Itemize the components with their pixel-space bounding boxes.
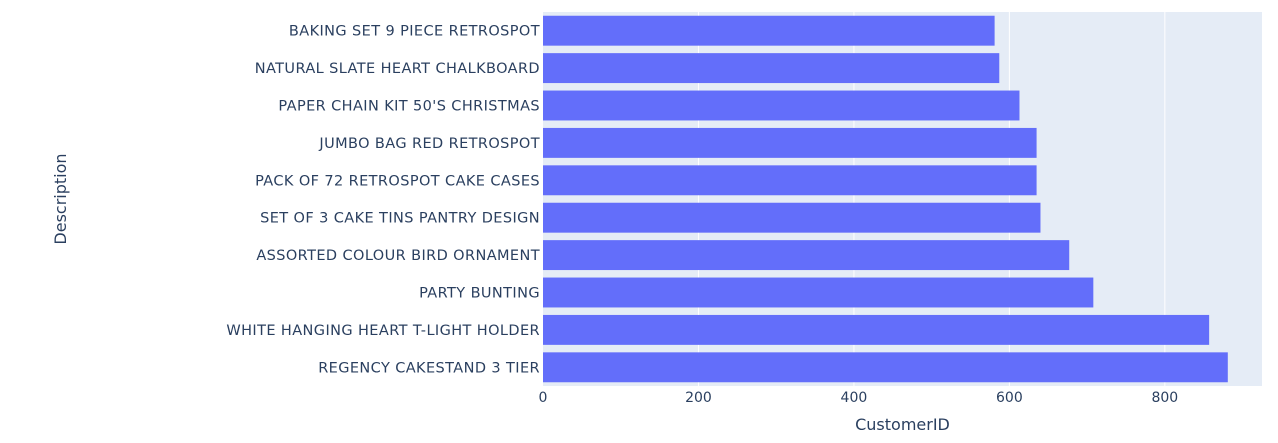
category-label: PACK OF 72 RETROSPOT CAKE CASES [255,173,540,189]
bar [543,314,1210,345]
x-tick-label: 0 [539,390,548,406]
category-label: PAPER CHAIN KIT 50'S CHRISTMAS [278,99,540,115]
x-tick-label: 600 [996,390,1023,406]
category-label: NATURAL SLATE HEART CHALKBOARD [255,61,540,77]
bar [543,165,1037,196]
category-label: SET OF 3 CAKE TINS PANTRY DESIGN [260,211,540,227]
bar [543,15,995,46]
bar [543,127,1037,158]
bars [543,15,1228,383]
category-label: BAKING SET 9 PIECE RETROSPOT [289,24,540,40]
x-tick-label: 200 [685,390,712,406]
bar [543,202,1041,233]
x-tick-label: 800 [1151,390,1178,406]
category-label: JUMBO BAG RED RETROSPOT [318,136,540,152]
bar [543,277,1094,308]
y-axis-title: Description [51,153,70,244]
x-tick-label: 400 [841,390,868,406]
category-label: REGENCY CAKESTAND 3 TIER [318,360,540,376]
bar [543,240,1070,271]
bar [543,90,1020,121]
category-labels: BAKING SET 9 PIECE RETROSPOT NATURAL SLAT… [226,24,540,377]
category-label: ASSORTED COLOUR BIRD ORNAMENT [256,248,540,264]
bar [543,352,1228,383]
x-tick-labels: 0 200 400 600 800 [539,390,1179,406]
x-axis-title: CustomerID [855,415,950,434]
category-label: WHITE HANGING HEART T-LIGHT HOLDER [226,323,540,339]
category-label: PARTY BUNTING [419,286,540,302]
bar [543,53,1000,84]
